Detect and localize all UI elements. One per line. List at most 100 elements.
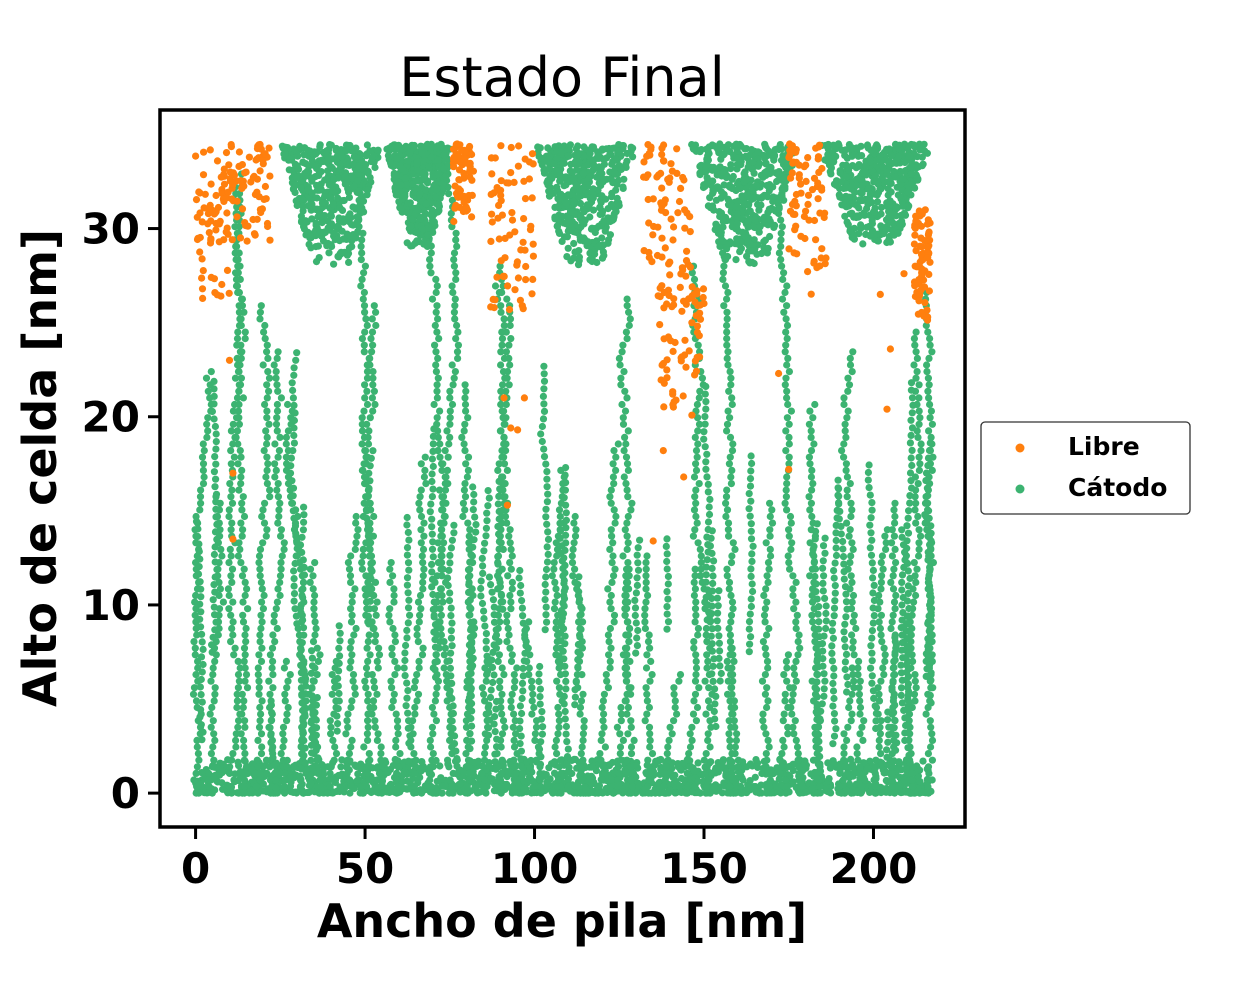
catodo-point	[429, 590, 437, 599]
catodo-point	[507, 545, 515, 554]
catodo-point	[537, 738, 545, 746]
catodo-point	[447, 209, 455, 218]
catodo-point	[764, 578, 772, 587]
catodo-point	[617, 710, 626, 718]
catodo-point	[579, 618, 587, 626]
catodo-point	[762, 750, 770, 758]
catodo-point	[235, 717, 243, 725]
catodo-point	[915, 545, 923, 554]
catodo-point	[197, 675, 205, 684]
catodo-point	[262, 756, 271, 764]
catodo-point	[912, 348, 920, 356]
catodo-point	[281, 789, 289, 797]
catodo-point	[392, 736, 400, 745]
catodo-point	[496, 677, 504, 685]
catodo-point	[346, 644, 354, 652]
catodo-point	[417, 512, 426, 521]
catodo-point	[860, 717, 868, 725]
catodo-point	[610, 611, 619, 619]
catodo-point	[237, 473, 245, 481]
catodo-point	[519, 687, 527, 695]
catodo-point	[702, 624, 711, 633]
catodo-point	[624, 512, 632, 521]
catodo-point	[266, 651, 274, 659]
catodo-point	[459, 499, 467, 507]
catodo-point	[429, 440, 437, 448]
catodo-point	[729, 776, 737, 784]
catodo-point	[562, 479, 570, 487]
catodo-point	[927, 669, 935, 677]
catodo-point	[813, 595, 821, 603]
catodo-point	[461, 400, 470, 409]
catodo-point	[453, 762, 461, 770]
catodo-point	[847, 552, 855, 560]
catodo-point	[704, 480, 712, 488]
catodo-point	[908, 394, 917, 402]
catodo-point	[644, 782, 652, 791]
catodo-point	[778, 223, 786, 231]
catodo-point	[705, 510, 714, 519]
catodo-point	[726, 453, 734, 461]
catodo-point	[820, 670, 828, 678]
catodo-point	[238, 532, 246, 540]
catodo-point	[297, 676, 305, 684]
catodo-point	[441, 644, 449, 652]
catodo-point	[275, 506, 283, 514]
catodo-point	[437, 545, 445, 554]
catodo-point	[471, 513, 479, 521]
catodo-point	[540, 453, 549, 461]
catodo-point	[256, 631, 264, 639]
catodo-point	[925, 446, 934, 455]
catodo-point	[258, 618, 266, 626]
catodo-point	[229, 420, 237, 428]
catodo-point	[889, 678, 897, 687]
catodo-point	[569, 545, 577, 554]
catodo-point	[490, 611, 498, 619]
catodo-point	[551, 743, 559, 751]
catodo-point	[731, 703, 739, 712]
catodo-point	[210, 415, 218, 423]
catodo-point	[235, 368, 243, 376]
catodo-point	[196, 600, 204, 608]
catodo-point	[498, 710, 506, 718]
catodo-point	[691, 618, 699, 626]
catodo-point	[902, 661, 911, 669]
catodo-point	[889, 572, 897, 580]
catodo-point	[365, 354, 373, 362]
catodo-point	[282, 440, 290, 448]
catodo-point	[274, 387, 282, 395]
catodo-point	[877, 578, 886, 587]
catodo-point	[792, 657, 800, 666]
catodo-point	[723, 335, 731, 343]
catodo-point	[739, 776, 747, 784]
catodo-point	[747, 572, 755, 581]
catodo-point	[290, 401, 298, 409]
catodo-point	[856, 730, 864, 738]
catodo-point	[814, 722, 822, 731]
catodo-point	[389, 697, 397, 705]
catodo-point	[403, 694, 411, 702]
catodo-point	[234, 256, 242, 264]
catodo-point	[688, 736, 696, 745]
catodo-point	[428, 583, 436, 591]
catodo-point	[297, 669, 305, 677]
catodo-point	[208, 648, 216, 656]
catodo-point	[777, 256, 785, 264]
catodo-point	[467, 684, 475, 693]
catodo-point	[370, 684, 379, 692]
catodo-point	[783, 506, 791, 514]
catodo-point	[198, 638, 206, 646]
catodo-point	[460, 486, 468, 494]
catodo-point	[703, 782, 711, 791]
catodo-point	[819, 662, 827, 670]
catodo-point	[432, 361, 440, 369]
catodo-point	[503, 611, 511, 619]
catodo-point	[809, 414, 817, 422]
catodo-point	[461, 394, 469, 402]
catodo-point	[632, 649, 640, 657]
catodo-point	[551, 598, 559, 606]
catodo-point	[446, 776, 454, 784]
catodo-point	[830, 567, 838, 575]
catodo-point	[241, 578, 249, 587]
catodo-point	[840, 400, 848, 409]
